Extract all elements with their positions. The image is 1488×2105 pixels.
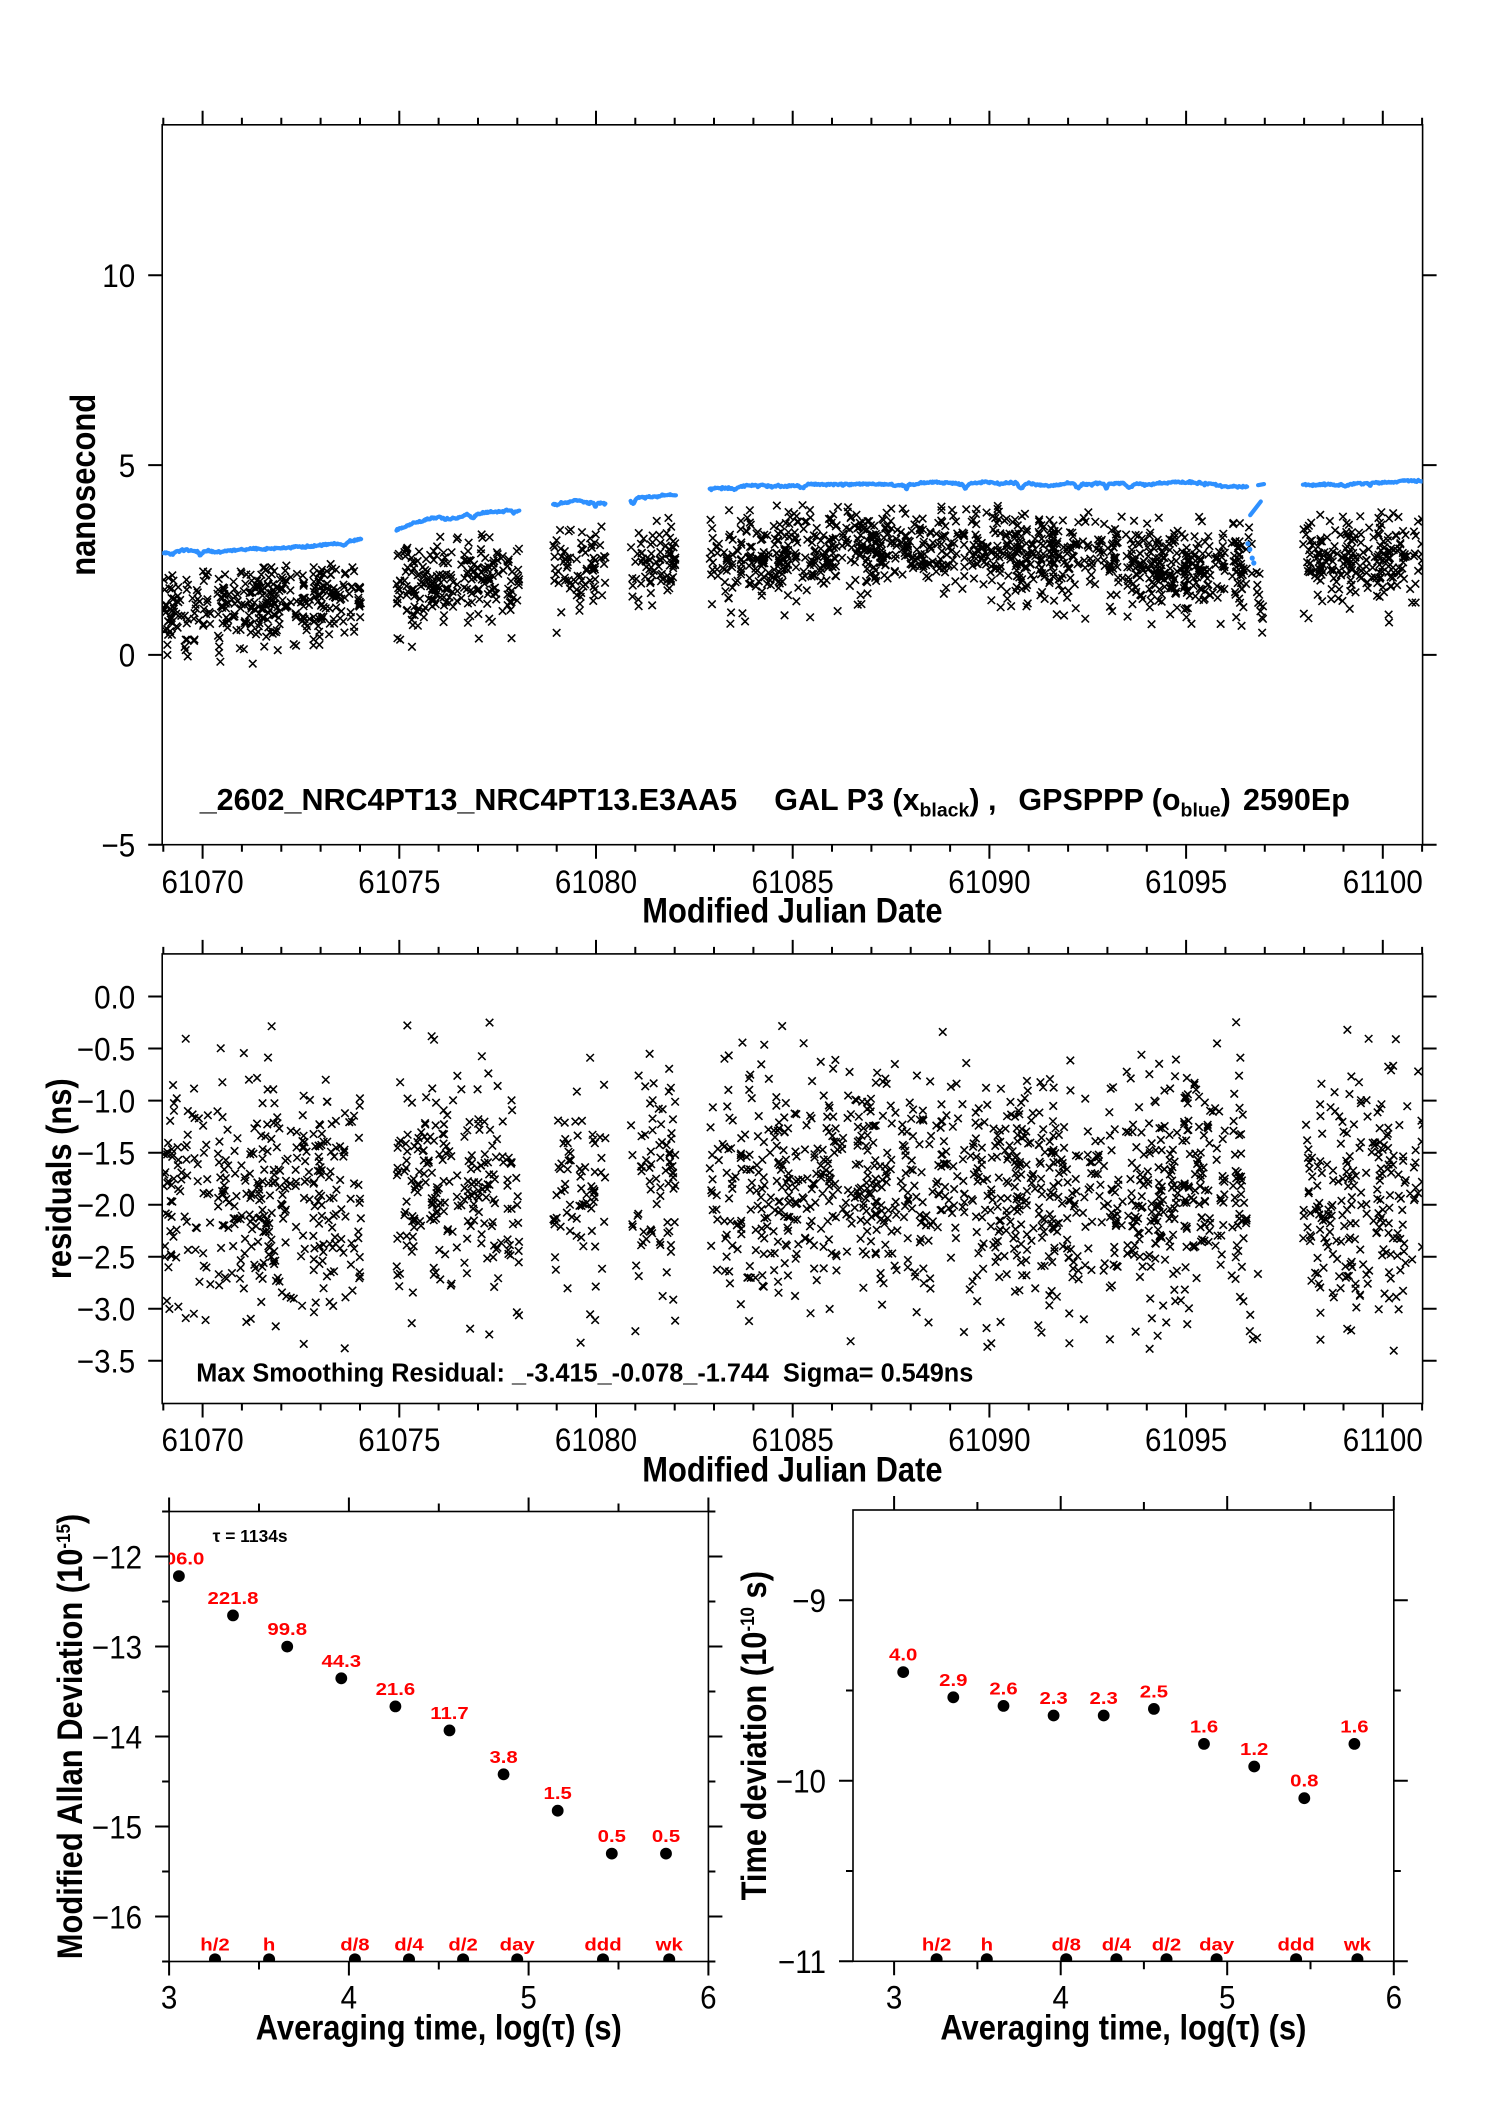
svg-text:3: 3: [161, 1979, 177, 2016]
svg-text:Averaging time, log(τ) (s): Averaging time, log(τ) (s): [940, 2008, 1306, 2047]
svg-text:61085: 61085: [752, 864, 834, 901]
svg-text:61075: 61075: [358, 1422, 440, 1459]
svg-text:−0.5: −0.5: [77, 1031, 135, 1068]
svg-text:221.8: 221.8: [208, 1589, 259, 1608]
svg-text:h/2: h/2: [200, 1936, 229, 1955]
svg-text:2.3: 2.3: [1090, 1689, 1118, 1708]
svg-text:d/4: d/4: [394, 1936, 424, 1955]
svg-text:d/4: d/4: [1102, 1936, 1132, 1955]
svg-text:61095: 61095: [1145, 1422, 1227, 1459]
svg-text:−2.0: −2.0: [77, 1187, 135, 1224]
svg-text:1.5: 1.5: [544, 1784, 572, 1803]
svg-text:ddd: ddd: [584, 1936, 621, 1955]
svg-text:−1.0: −1.0: [77, 1083, 135, 1120]
svg-text:−12: −12: [92, 1539, 142, 1576]
svg-text:nanosecond: nanosecond: [64, 394, 103, 576]
svg-text:61075: 61075: [358, 864, 440, 901]
svg-text:0: 0: [119, 637, 135, 674]
svg-text:5: 5: [119, 448, 135, 485]
svg-text:61070: 61070: [161, 864, 243, 901]
svg-text:4.0: 4.0: [889, 1646, 917, 1665]
svg-text:61090: 61090: [948, 1422, 1030, 1459]
svg-text:h: h: [981, 1936, 993, 1955]
svg-text:ddd: ddd: [1277, 1936, 1314, 1955]
svg-text:−16: −16: [92, 1899, 142, 1936]
svg-text:5: 5: [1219, 1979, 1235, 2016]
svg-text:−15: −15: [92, 1809, 142, 1846]
svg-text:Max Smoothing Residual: _-3.41: Max Smoothing Residual: _-3.415_-0.078_-…: [196, 1359, 973, 1387]
svg-text:10: 10: [102, 258, 135, 295]
svg-text:Modified Julian Date: Modified Julian Date: [642, 1450, 942, 1489]
svg-text:day: day: [500, 1936, 536, 1955]
svg-text:−9: −9: [792, 1583, 826, 1620]
svg-text:Modified Allan Deviation (10-1: Modified Allan Deviation (10-15): [51, 1514, 90, 1959]
svg-text:wk: wk: [1343, 1936, 1372, 1955]
svg-text:2.6: 2.6: [989, 1680, 1017, 1699]
svg-text:−3.0: −3.0: [77, 1291, 135, 1328]
svg-text:61080: 61080: [555, 1422, 637, 1459]
svg-text:d/8: d/8: [340, 1936, 369, 1955]
svg-text:1.6: 1.6: [1340, 1718, 1368, 1737]
svg-text:0.0: 0.0: [94, 979, 135, 1016]
svg-text:Time deviation (10-10 s): Time deviation (10-10 s): [735, 1571, 774, 1900]
svg-text:2.5: 2.5: [1140, 1683, 1168, 1702]
svg-text:−5: −5: [101, 827, 135, 864]
svg-text:4: 4: [341, 1979, 357, 2016]
svg-text:−11: −11: [778, 1944, 826, 1981]
svg-text:d/2: d/2: [448, 1936, 477, 1955]
svg-text:3.8: 3.8: [489, 1748, 517, 1767]
svg-text:61080: 61080: [555, 864, 637, 901]
svg-text:Averaging time, log(τ) (s): Averaging time, log(τ) (s): [256, 2008, 622, 2047]
svg-text:0.5: 0.5: [652, 1827, 680, 1846]
svg-text:−1.5: −1.5: [77, 1135, 135, 1172]
svg-text:606.0: 606.0: [153, 1550, 204, 1569]
svg-text:−14: −14: [92, 1719, 142, 1756]
svg-text:Modified Julian Date: Modified Julian Date: [642, 892, 942, 931]
svg-text:−13: −13: [92, 1629, 142, 1666]
svg-text:0.8: 0.8: [1290, 1772, 1318, 1791]
svg-text:wk: wk: [655, 1936, 684, 1955]
svg-text:61100: 61100: [1343, 1422, 1423, 1459]
svg-text:11.7: 11.7: [430, 1704, 468, 1723]
svg-text:6: 6: [700, 1979, 716, 2016]
svg-text:2.3: 2.3: [1039, 1689, 1067, 1708]
svg-text:−2.5: −2.5: [77, 1239, 135, 1276]
svg-text:τ = 1134s: τ = 1134s: [213, 1526, 288, 1546]
svg-text:h: h: [263, 1936, 275, 1955]
svg-text:61095: 61095: [1145, 864, 1227, 901]
svg-text:61090: 61090: [948, 864, 1030, 901]
svg-text:day: day: [1199, 1936, 1235, 1955]
svg-text:−10: −10: [776, 1763, 826, 1800]
svg-text:residuals (ns): residuals (ns): [40, 1078, 79, 1279]
svg-text:1.6: 1.6: [1190, 1718, 1218, 1737]
svg-text:21.6: 21.6: [376, 1680, 416, 1699]
svg-text:3: 3: [886, 1979, 902, 2016]
svg-text:61070: 61070: [161, 1422, 243, 1459]
svg-text:61085: 61085: [752, 1422, 834, 1459]
svg-text:6: 6: [1386, 1979, 1402, 2016]
svg-text:0.5: 0.5: [598, 1827, 626, 1846]
svg-text:1.2: 1.2: [1240, 1740, 1268, 1759]
svg-text:99.8: 99.8: [267, 1620, 307, 1639]
svg-text:d/8: d/8: [1052, 1936, 1081, 1955]
svg-text:d/2: d/2: [1152, 1936, 1181, 1955]
svg-text:5: 5: [520, 1979, 536, 2016]
svg-text:h/2: h/2: [922, 1936, 951, 1955]
svg-text:4: 4: [1052, 1979, 1068, 2016]
svg-text:−3.5: −3.5: [77, 1343, 135, 1380]
svg-text:44.3: 44.3: [322, 1652, 362, 1671]
svg-text:2.9: 2.9: [939, 1671, 967, 1690]
svg-text:61100: 61100: [1343, 864, 1423, 901]
